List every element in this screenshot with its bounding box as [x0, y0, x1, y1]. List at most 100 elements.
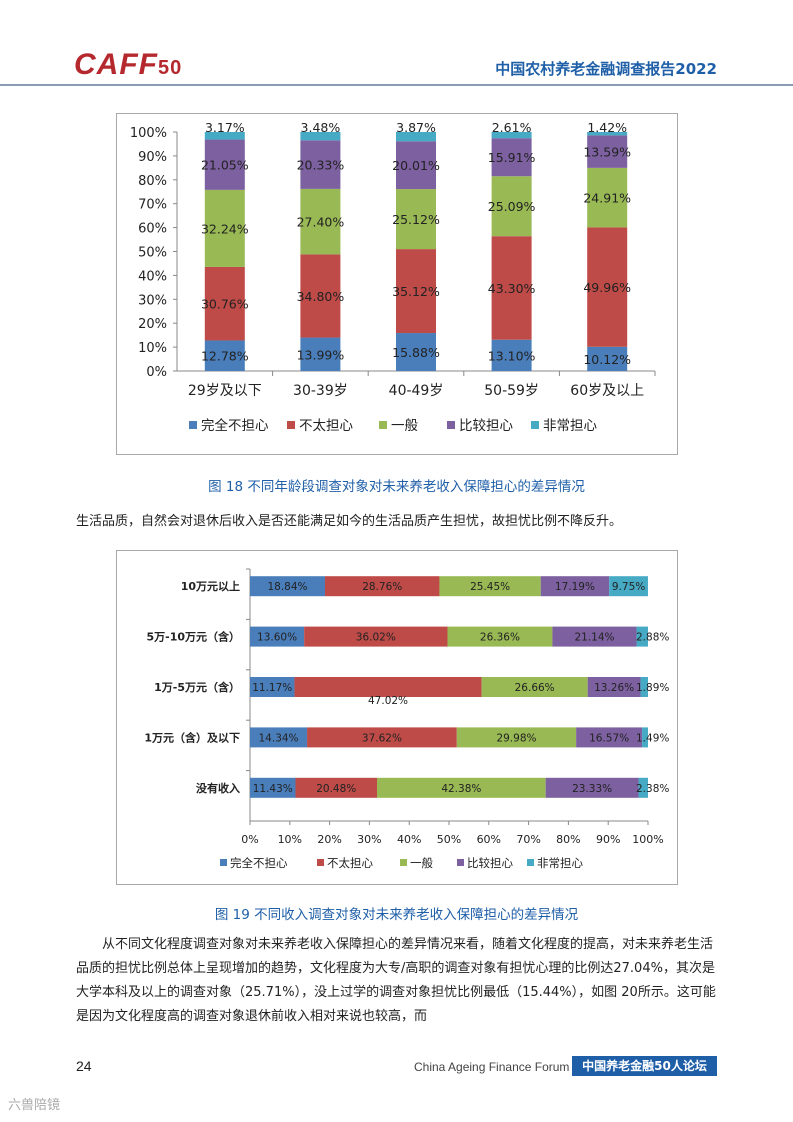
- x-tick-label: 70%: [516, 833, 540, 846]
- bar-segment: [640, 677, 648, 697]
- bar-segment: [491, 339, 532, 371]
- data-label: 29.98%: [496, 732, 536, 744]
- data-label: 1.89%: [636, 682, 669, 694]
- data-label: 17.19%: [555, 581, 595, 593]
- bar-segment: [304, 626, 448, 647]
- bar-segment: [587, 677, 641, 697]
- bar-segment: [295, 777, 378, 798]
- y-tick-label: 5万-10万元（含）: [146, 630, 240, 644]
- y-tick-label: 70%: [138, 198, 167, 213]
- data-label: 13.99%: [297, 347, 345, 362]
- data-label: 13.59%: [583, 145, 631, 160]
- data-label: 27.40%: [297, 215, 345, 230]
- y-tick-label: 10%: [138, 341, 167, 356]
- legend-label: 比较担心: [459, 418, 513, 434]
- bar-segment: [439, 576, 541, 597]
- x-tick-label: 50-59岁: [484, 383, 539, 399]
- data-label: 20.33%: [297, 158, 345, 173]
- data-label: 30.76%: [201, 297, 249, 312]
- legend-label: 完全不担心: [230, 856, 288, 870]
- legend-label: 非常担心: [543, 418, 597, 434]
- y-tick-label: 没有收入: [196, 781, 240, 795]
- bar-segment: [609, 576, 648, 597]
- bar-segment: [540, 576, 610, 597]
- data-label: 35.12%: [392, 284, 440, 299]
- bar-segment: [447, 626, 553, 647]
- data-label: 25.45%: [470, 581, 510, 593]
- bar-segment: [552, 626, 637, 647]
- data-label: 37.62%: [362, 732, 402, 744]
- data-label: 34.80%: [297, 289, 345, 304]
- x-tick-label: 29岁及以下: [188, 383, 262, 399]
- bar-segment: [636, 626, 648, 647]
- paragraph-1: 生活品质，自然会对退休后收入是否还能满足如今的生活品质产生担忧，故担忧比例不降反…: [76, 514, 623, 529]
- forum-name-badge: 中国养老金融50人论坛: [572, 1056, 717, 1076]
- data-label: 43.30%: [488, 281, 536, 296]
- bar-segment: [587, 167, 628, 228]
- data-label: 21.14%: [574, 632, 614, 644]
- data-label: 36.02%: [356, 632, 396, 644]
- data-label: 13.26%: [594, 682, 634, 694]
- data-label: 10.12%: [583, 352, 631, 367]
- caff50-logo: CAFF50: [74, 48, 183, 81]
- bar-segment: [491, 131, 532, 139]
- x-tick-label: 10%: [278, 833, 302, 846]
- bar-segment: [324, 576, 440, 597]
- bar-segment: [204, 266, 245, 341]
- bar-segment: [250, 626, 305, 647]
- data-label: 25.09%: [488, 199, 536, 214]
- header-divider: [0, 84, 793, 86]
- x-tick-label: 100%: [632, 833, 663, 846]
- bar-segment: [307, 727, 457, 748]
- legend-swatch: [447, 421, 455, 429]
- data-label: 3.87%: [396, 120, 436, 135]
- bar-segment: [396, 141, 436, 190]
- legend-label: 比较担心: [467, 856, 513, 870]
- legend-label: 一般: [410, 856, 433, 870]
- data-label: 15.88%: [392, 345, 440, 360]
- bar-segment: [204, 132, 245, 140]
- data-label: 16.57%: [589, 732, 629, 744]
- chart-frame-fig19: 0% 10% 20% 30% 40% 50% 60% 70% 80% 90% 100% 10万元以上 1…: [116, 550, 678, 885]
- x-tick-label: 40-49岁: [389, 383, 444, 399]
- data-label: 1.49%: [636, 732, 669, 744]
- chart-income-worry: 0% 10% 20% 30% 40% 50% 60% 70% 80% 90% 100% 10万元以上 1…: [144, 568, 669, 870]
- data-label: 11.17%: [252, 682, 292, 694]
- bar-segment: [396, 333, 436, 371]
- y-tick-label: 60%: [138, 222, 167, 237]
- bar-segment: [587, 346, 628, 371]
- legend-swatch: [317, 859, 324, 866]
- legend-label: 非常担心: [537, 856, 583, 870]
- bar-segment: [491, 176, 532, 237]
- data-label: 12.78%: [201, 349, 249, 364]
- data-label: 13.60%: [257, 632, 297, 644]
- data-label: 28.76%: [362, 581, 402, 593]
- y-tick-label: 20%: [138, 317, 167, 332]
- data-label: 3.17%: [205, 120, 245, 135]
- y-tick-label: 90%: [138, 150, 167, 165]
- bar-segment: [491, 236, 532, 340]
- bar-segment: [250, 677, 295, 697]
- data-label: 11.43%: [253, 783, 293, 795]
- legend-swatch: [220, 859, 227, 866]
- x-tick-label: 80%: [556, 833, 580, 846]
- data-label: 21.05%: [201, 158, 249, 173]
- paragraph-2: 从不同文化程度调查对象对未来养老收入保障担心的差异情况来看，随着文化程度的提高，…: [76, 937, 716, 1024]
- page-number: 24: [76, 1058, 92, 1074]
- figure-18-caption: 图 18 不同年龄段调查对象对未来养老收入保障担心的差异情况: [208, 479, 585, 495]
- legend-swatch: [189, 421, 197, 429]
- legend-swatch: [379, 421, 387, 429]
- data-label: 26.36%: [480, 632, 520, 644]
- bar-segment: [642, 727, 648, 748]
- x-tick-label: 30%: [357, 833, 381, 846]
- legend-swatch: [457, 859, 464, 866]
- bar-segment: [300, 337, 341, 371]
- bar-segment: [300, 188, 341, 255]
- bar-segment: [638, 777, 648, 798]
- y-tick-label: 30%: [138, 293, 167, 308]
- legend-swatch: [527, 859, 534, 866]
- data-label: 23.33%: [572, 783, 612, 795]
- legend-label: 完全不担心: [201, 417, 269, 434]
- data-label: 47.02%: [368, 695, 408, 707]
- data-label: 20.48%: [316, 783, 356, 795]
